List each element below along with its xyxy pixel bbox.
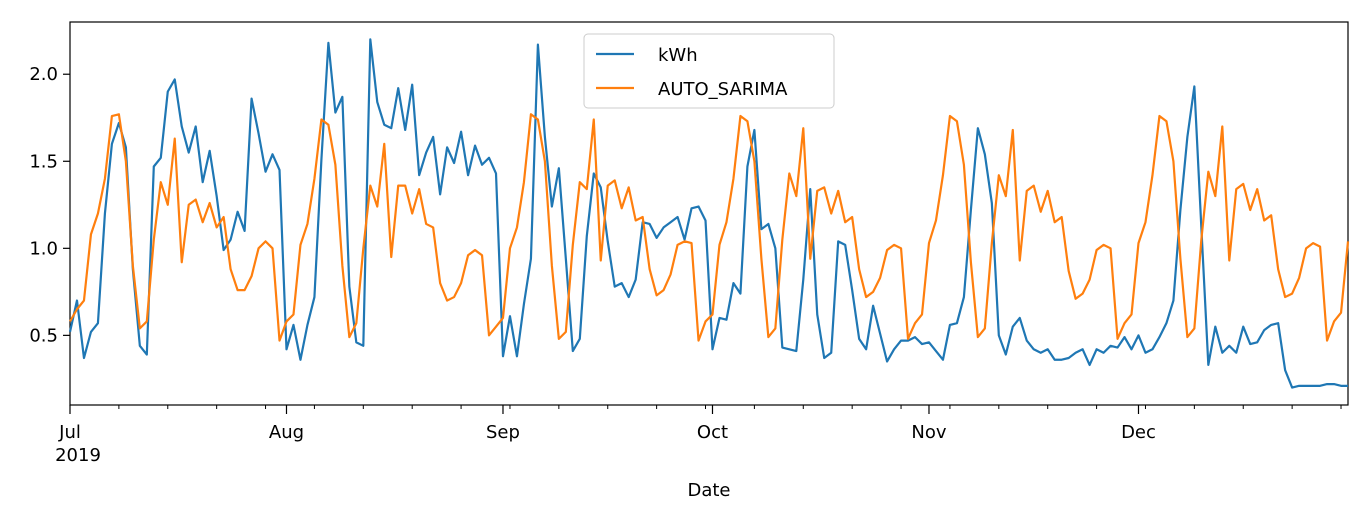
x-tick-label: Aug [269, 422, 304, 443]
y-tick-label: 1.5 [29, 151, 58, 172]
x-tick-sublabel: 2019 [55, 445, 101, 466]
y-axis: 0.5 1.0 1.5 2.0 [29, 64, 70, 346]
y-tick-label: 2.0 [29, 64, 58, 85]
y-tick-label: 0.5 [29, 325, 58, 346]
series-line-kwh [68, 38, 1348, 389]
legend-label-auto-sarima: AUTO_SARIMA [658, 79, 788, 100]
x-tick-label: Sep [486, 422, 520, 443]
plot-frame [69, 21, 1349, 406]
series-layer [68, 38, 1350, 389]
x-tick-label: Oct [697, 422, 728, 443]
legend-box [583, 33, 835, 109]
y-tick-label: 1.0 [29, 238, 58, 259]
x-tick-label: Jul [58, 422, 81, 443]
legend: kWh AUTO_SARIMA [583, 33, 835, 109]
series-line-auto-sarima [69, 113, 1350, 342]
x-axis-minor-ticks [118, 405, 1342, 409]
x-tick-label: Nov [911, 422, 946, 443]
legend-label-kwh: kWh [658, 45, 698, 66]
x-axis-label: Date [687, 480, 730, 501]
x-tick-label: Dec [1121, 422, 1156, 443]
